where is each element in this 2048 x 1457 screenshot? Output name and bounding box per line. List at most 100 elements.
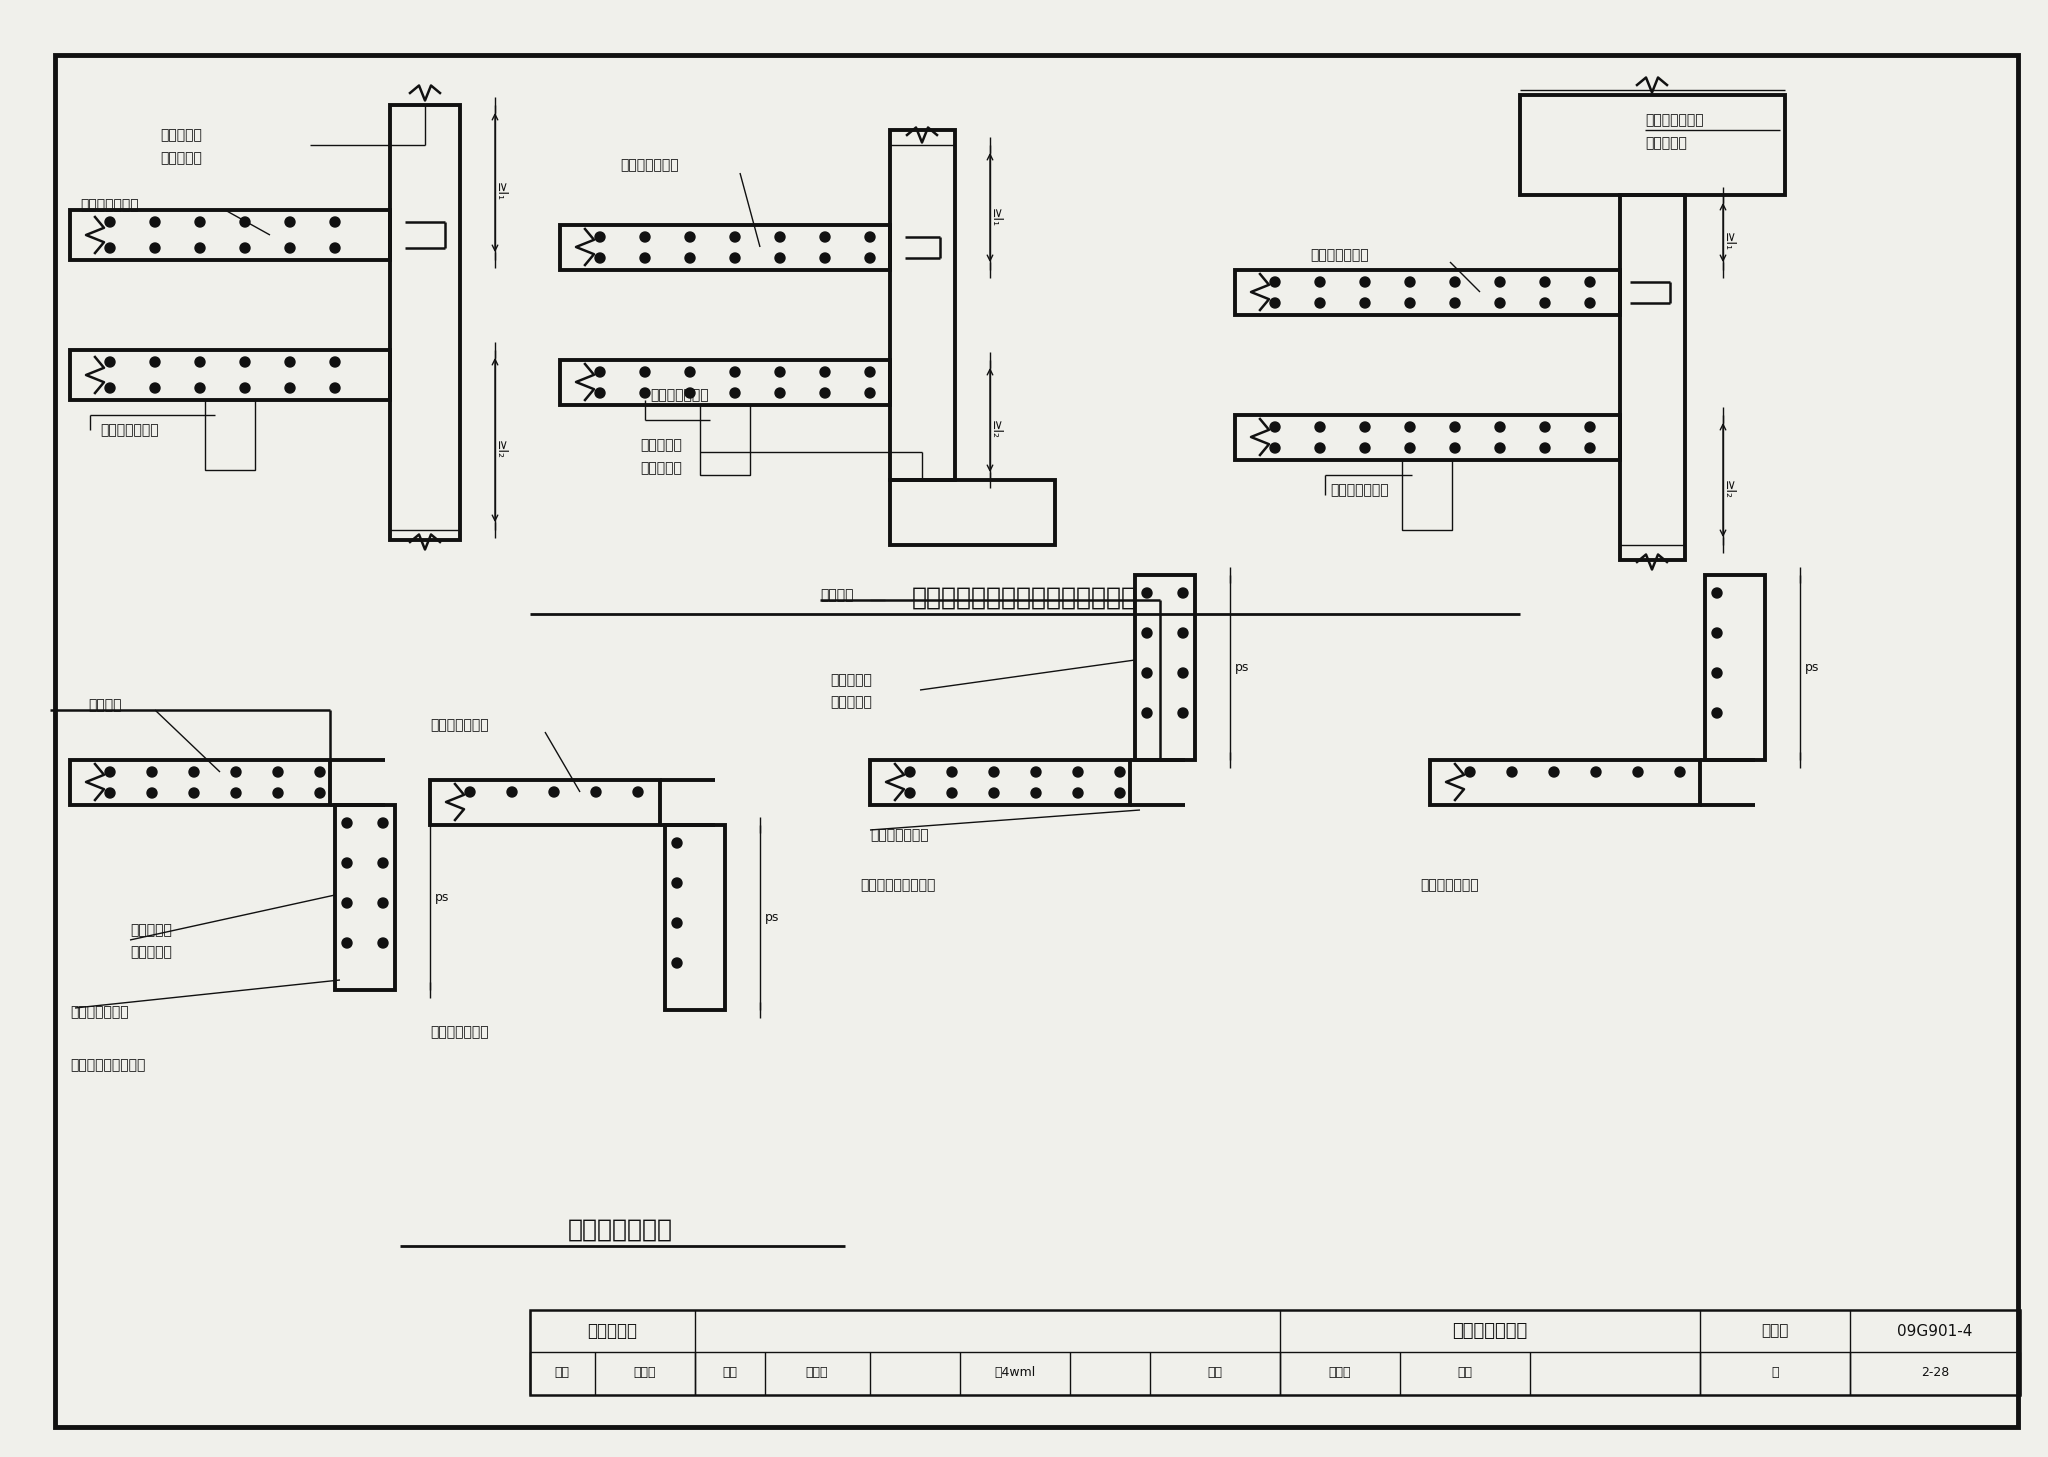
Circle shape (1143, 708, 1151, 718)
Text: ≥l₂: ≥l₂ (989, 420, 1001, 439)
Circle shape (946, 766, 956, 777)
Circle shape (596, 254, 604, 264)
Bar (1706, 576, 1765, 761)
Bar (1403, 460, 1452, 530)
Circle shape (639, 232, 649, 242)
Text: 悬挑板受力钢筋: 悬挑板受力钢筋 (621, 157, 678, 172)
Text: （上、下部均配筋）: （上、下部均配筋） (70, 1058, 145, 1072)
Bar (530, 1310, 2019, 1394)
Circle shape (342, 898, 352, 908)
Circle shape (147, 788, 158, 798)
Circle shape (1495, 277, 1505, 287)
Circle shape (1143, 667, 1151, 678)
Circle shape (905, 788, 915, 798)
Circle shape (188, 766, 199, 777)
Circle shape (272, 788, 283, 798)
Text: 校对: 校对 (723, 1367, 737, 1380)
Text: 姚　刚: 姚 刚 (805, 1367, 827, 1380)
Circle shape (330, 217, 340, 227)
Circle shape (684, 367, 694, 377)
Text: 构造或受力钢筋: 构造或受力钢筋 (870, 828, 928, 842)
Circle shape (1495, 299, 1505, 307)
Circle shape (1178, 667, 1188, 678)
Bar (430, 779, 659, 825)
Circle shape (729, 388, 739, 398)
Circle shape (1030, 766, 1040, 777)
Circle shape (672, 918, 682, 928)
Circle shape (1143, 628, 1151, 638)
Circle shape (1030, 788, 1040, 798)
Circle shape (729, 232, 739, 242)
Circle shape (1315, 277, 1325, 287)
Text: 悬挑板端部钢筋在檐板内连接构造: 悬挑板端部钢筋在檐板内连接构造 (911, 586, 1137, 610)
Bar (1620, 195, 1686, 559)
Circle shape (1360, 423, 1370, 431)
Text: ≥l₂: ≥l₂ (1722, 479, 1735, 498)
Text: ps: ps (434, 890, 449, 903)
Text: 檐板配筋图: 檐板配筋图 (639, 439, 682, 452)
Text: 详具体设计: 详具体设计 (639, 460, 682, 475)
Circle shape (1178, 628, 1188, 638)
Circle shape (379, 858, 387, 868)
Text: 审核: 审核 (555, 1367, 569, 1380)
Circle shape (596, 388, 604, 398)
Text: 受力钢筋: 受力钢筋 (819, 589, 854, 602)
Circle shape (195, 383, 205, 393)
Circle shape (1632, 766, 1642, 777)
Circle shape (1315, 423, 1325, 431)
Circle shape (1540, 443, 1550, 453)
Circle shape (342, 817, 352, 828)
Circle shape (104, 766, 115, 777)
Circle shape (1712, 589, 1722, 597)
Bar (559, 224, 891, 270)
Bar (559, 360, 891, 405)
Text: 详具体设计: 详具体设计 (1645, 136, 1688, 150)
Circle shape (150, 217, 160, 227)
Circle shape (285, 357, 295, 367)
Circle shape (379, 938, 387, 949)
Circle shape (1540, 277, 1550, 287)
Circle shape (330, 383, 340, 393)
Circle shape (1495, 443, 1505, 453)
Circle shape (240, 357, 250, 367)
Circle shape (596, 232, 604, 242)
Circle shape (774, 388, 784, 398)
Circle shape (672, 838, 682, 848)
Text: 设计: 设计 (1208, 1367, 1223, 1380)
Bar (1135, 576, 1194, 761)
Bar (1235, 415, 1620, 460)
Circle shape (240, 243, 250, 254)
Circle shape (104, 217, 115, 227)
Circle shape (1507, 766, 1518, 777)
Circle shape (684, 254, 694, 264)
Circle shape (1712, 708, 1722, 718)
Circle shape (285, 217, 295, 227)
Bar (870, 761, 1130, 806)
Circle shape (150, 357, 160, 367)
Circle shape (1675, 766, 1686, 777)
Bar (70, 350, 389, 401)
Circle shape (639, 388, 649, 398)
Circle shape (1450, 443, 1460, 453)
Bar (700, 405, 750, 475)
Circle shape (1315, 443, 1325, 453)
Circle shape (596, 367, 604, 377)
Circle shape (819, 388, 829, 398)
Text: 构造或受力钢筋: 构造或受力钢筋 (70, 1005, 129, 1018)
Text: 上翻边尺寸: 上翻边尺寸 (829, 673, 872, 688)
Circle shape (1464, 766, 1475, 777)
Bar (389, 105, 461, 541)
Text: 详具体设计: 详具体设计 (829, 695, 872, 710)
Circle shape (1495, 423, 1505, 431)
Text: ≥l₁: ≥l₁ (1722, 233, 1735, 252)
Circle shape (150, 243, 160, 254)
Text: （仅上部配筋）: （仅上部配筋） (430, 1026, 489, 1039)
Circle shape (1591, 766, 1602, 777)
Circle shape (1540, 423, 1550, 431)
Circle shape (195, 217, 205, 227)
Circle shape (729, 254, 739, 264)
Text: 2-28: 2-28 (1921, 1367, 1950, 1380)
Bar (70, 761, 330, 806)
Text: ps: ps (1235, 660, 1249, 673)
Text: 普通现浇板: 普通现浇板 (588, 1321, 637, 1340)
